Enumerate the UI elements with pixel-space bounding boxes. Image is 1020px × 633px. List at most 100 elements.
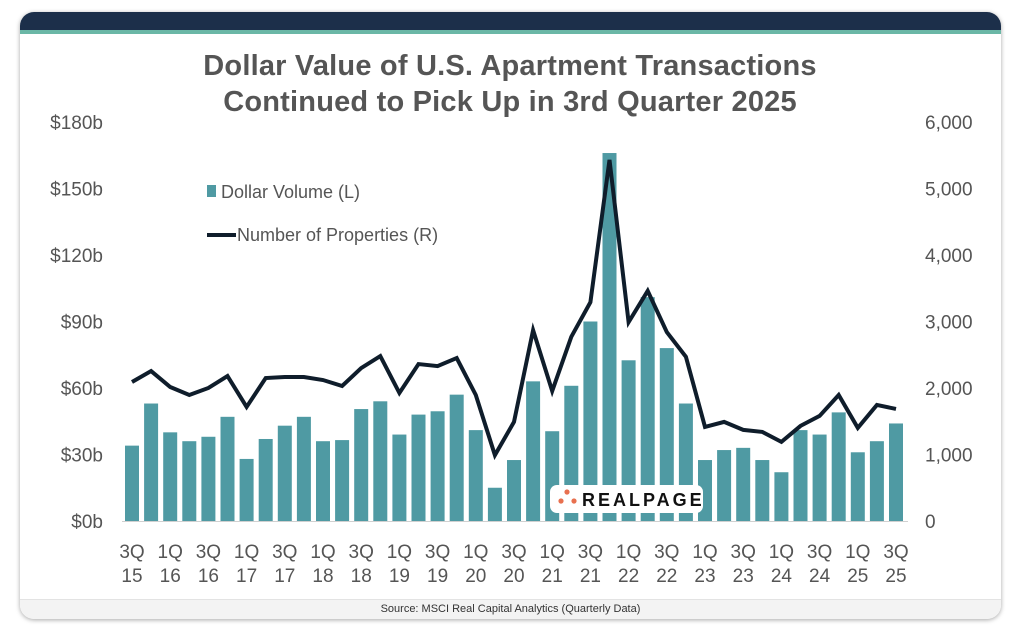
bar-2Q16 — [182, 441, 197, 521]
bar-3Q15 — [125, 445, 139, 521]
x-tick-label-year: 19 — [389, 566, 410, 587]
x-tick-label-quarter: 1Q — [234, 542, 259, 563]
logo-dot-icon — [571, 498, 577, 504]
x-tick-label-year: 23 — [694, 566, 715, 587]
x-tick-label-quarter: 3Q — [501, 542, 526, 563]
x-tick-label-quarter: 1Q — [845, 542, 870, 563]
x-tick-label-year: 24 — [809, 566, 831, 587]
bar-1Q24 — [774, 472, 789, 521]
x-tick-label-quarter: 1Q — [769, 542, 794, 563]
y-left-tick-label: $30b — [61, 446, 103, 467]
x-tick-label-year: 21 — [580, 566, 601, 587]
bar-4Q18 — [373, 401, 388, 521]
logo-dot-icon — [564, 489, 570, 495]
y-left-tick-label: $0b — [71, 512, 103, 533]
realpage-logo-text: REALPAGE — [582, 490, 705, 510]
x-tick-label-year: 23 — [733, 566, 754, 587]
x-tick-label-year: 17 — [236, 566, 257, 587]
x-tick-label-quarter: 3Q — [272, 542, 297, 563]
x-tick-label-quarter: 3Q — [654, 542, 679, 563]
x-tick-label-quarter: 1Q — [463, 542, 488, 563]
x-tick-label-year: 25 — [847, 566, 868, 587]
bar-1Q22 — [621, 360, 636, 521]
bar-4Q16 — [220, 416, 235, 521]
bar-2Q20 — [487, 487, 502, 521]
bar-4Q23 — [755, 460, 770, 521]
bar-3Q24 — [812, 434, 827, 521]
bar-3Q23 — [736, 447, 751, 521]
source-note: Source: MSCI Real Capital Analytics (Qua… — [20, 599, 1001, 619]
y-left-tick-label: $150b — [50, 180, 103, 201]
bar-2Q17 — [258, 438, 273, 521]
y-left-tick-label: $180b — [50, 113, 103, 134]
bar-3Q19 — [430, 411, 445, 521]
x-tick-label-year: 15 — [121, 566, 142, 587]
bar-4Q21 — [602, 153, 617, 522]
x-tick-label-year: 20 — [465, 566, 486, 587]
y-right-tick-label: 3,000 — [925, 313, 973, 334]
y-right-tick-label: 0 — [925, 512, 936, 533]
x-tick-label-quarter: 3Q — [883, 542, 908, 563]
x-tick-label-year: 20 — [503, 566, 524, 587]
bar-2Q23 — [717, 450, 732, 521]
x-tick-label-quarter: 1Q — [616, 542, 641, 563]
bar-1Q17 — [239, 458, 254, 521]
bar-4Q19 — [449, 394, 464, 521]
header-bar — [20, 12, 1001, 30]
bar-1Q18 — [316, 441, 330, 521]
bar-4Q17 — [296, 416, 311, 521]
bar-4Q15 — [144, 403, 159, 521]
x-tick-label-year: 21 — [542, 566, 563, 587]
logo-dot-icon — [558, 498, 564, 504]
bar-3Q22 — [659, 348, 674, 521]
bar-1Q16 — [163, 432, 178, 521]
bar-3Q21 — [583, 321, 598, 521]
x-tick-label-quarter: 3Q — [349, 542, 374, 563]
y-right-tick-label: 2,000 — [925, 379, 973, 400]
bar-1Q19 — [392, 434, 407, 521]
bar-2Q19 — [411, 414, 426, 521]
x-tick-label-quarter: 3Q — [119, 542, 144, 563]
bar-3Q18 — [354, 409, 369, 521]
legend-bar-swatch — [207, 185, 216, 197]
chart-title-line-2: Continued to Pick Up in 3rd Quarter 2025 — [223, 86, 797, 118]
realpage-logo-box — [550, 485, 703, 513]
y-right-tick-label: 6,000 — [925, 113, 973, 134]
x-tick-label-year: 22 — [656, 566, 677, 587]
bar-2Q24 — [793, 430, 808, 521]
x-tick-label-year: 24 — [771, 566, 793, 587]
x-tick-label-year: 25 — [885, 566, 906, 587]
x-tick-label-quarter: 1Q — [540, 542, 565, 563]
bar-2Q22 — [640, 297, 655, 521]
bar-3Q16 — [201, 436, 216, 521]
y-right-tick-label: 4,000 — [925, 246, 973, 267]
y-left-tick-label: $120b — [50, 246, 103, 267]
bar-2Q18 — [335, 440, 350, 521]
x-tick-label-year: 19 — [427, 566, 448, 587]
x-tick-label-quarter: 3Q — [807, 542, 832, 563]
y-left-tick-label: $90b — [61, 313, 103, 334]
x-tick-label-quarter: 1Q — [692, 542, 717, 563]
legend-label-number-of-properties: Number of Properties (R) — [237, 225, 438, 245]
bar-1Q20 — [468, 430, 483, 521]
number-of-properties-line — [131, 159, 897, 461]
x-tick-label-year: 22 — [618, 566, 639, 587]
x-tick-label-quarter: 1Q — [387, 542, 412, 563]
x-tick-label-quarter: 1Q — [310, 542, 335, 563]
bar-4Q24 — [831, 412, 846, 521]
bar-3Q17 — [277, 425, 292, 521]
bar-3Q20 — [507, 460, 521, 521]
bar-2Q25 — [869, 441, 884, 521]
x-tick-label-quarter: 3Q — [425, 542, 450, 563]
x-tick-label-quarter: 3Q — [731, 542, 756, 563]
x-tick-label-quarter: 1Q — [158, 542, 183, 563]
bar-3Q25 — [889, 423, 903, 521]
x-tick-label-year: 16 — [198, 566, 219, 587]
x-tick-label-year: 18 — [312, 566, 333, 587]
y-right-tick-label: 5,000 — [925, 180, 973, 201]
x-tick-label-quarter: 3Q — [196, 542, 221, 563]
bar-1Q25 — [850, 452, 865, 521]
x-tick-label-year: 18 — [351, 566, 372, 587]
x-tick-label-year: 17 — [274, 566, 295, 587]
